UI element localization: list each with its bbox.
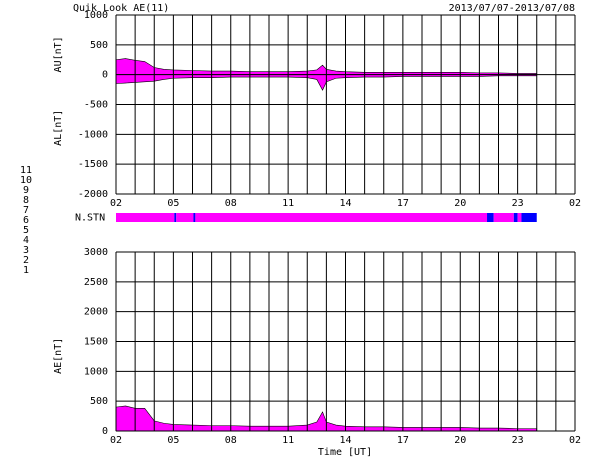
legend-entry: 6 [23, 215, 29, 226]
station-segment [521, 213, 537, 222]
x-tick-label: 11 [282, 435, 294, 446]
x-tick-label: 02 [110, 435, 122, 446]
x-tick-label: 17 [397, 198, 409, 209]
y-axis-label: AE[nT] [53, 338, 64, 374]
x-tick-label: 05 [167, 435, 179, 446]
legend-entry: 1 [23, 265, 29, 276]
station-segment [493, 213, 514, 222]
station-segment [195, 213, 488, 222]
y-tick-label: 1000 [84, 366, 108, 377]
x-tick-label: 14 [339, 198, 351, 209]
y-tick-label: -2000 [78, 189, 108, 200]
station-segment [193, 213, 196, 222]
y-axis-label: AU[nT] [53, 36, 64, 72]
x-tick-label: 05 [167, 198, 179, 209]
x-tick-label: 08 [225, 198, 237, 209]
station-segment [513, 213, 518, 222]
x-tick-label: 02 [569, 435, 581, 446]
x-tick-label: 20 [454, 435, 466, 446]
y-tick-label: 3000 [84, 247, 108, 258]
y-tick-label: 0 [102, 426, 108, 437]
chart-title: Quik Look AE(11) [73, 3, 169, 14]
legend-entry: 10 [20, 175, 32, 186]
x-tick-label: 02 [569, 198, 581, 209]
station-segment [487, 213, 494, 222]
x-tick-label: 14 [339, 435, 351, 446]
legend-entry: 8 [23, 195, 29, 206]
y-tick-label: -1500 [78, 159, 108, 170]
x-axis-label: Time [UT] [318, 447, 372, 458]
y-tick-label: 500 [90, 396, 108, 407]
x-tick-label: 17 [397, 435, 409, 446]
y-tick-label: -1000 [78, 129, 108, 140]
y-tick-label: 0 [102, 70, 108, 81]
legend-entry: 2 [23, 255, 29, 266]
x-tick-label: 23 [512, 435, 524, 446]
legend-entry: 11 [20, 165, 32, 176]
strip-label: N.STN [75, 213, 105, 224]
x-tick-label: 23 [512, 198, 524, 209]
x-tick-label: 02 [110, 198, 122, 209]
y-tick-label: 2500 [84, 277, 108, 288]
x-tick-label: 20 [454, 198, 466, 209]
y-axis-label: AL[nT] [53, 110, 64, 146]
x-tick-label: 08 [225, 435, 237, 446]
legend-entry: 9 [23, 185, 29, 196]
legend-entry: 5 [23, 225, 29, 236]
y-tick-label: 1000 [84, 10, 108, 21]
date-range: 2013/07/07-2013/07/08 [449, 3, 575, 14]
station-segment [116, 213, 175, 222]
legend-entry: 3 [23, 245, 29, 256]
station-segment [176, 213, 194, 222]
y-tick-label: 2000 [84, 307, 108, 318]
legend-entry: 7 [23, 205, 29, 216]
y-tick-label: 1500 [84, 337, 108, 348]
y-tick-label: 500 [90, 40, 108, 51]
station-segment [174, 213, 177, 222]
y-tick-label: -500 [84, 100, 108, 111]
legend-entry: 4 [23, 235, 29, 246]
x-tick-label: 11 [282, 198, 294, 209]
station-segment [517, 213, 522, 222]
